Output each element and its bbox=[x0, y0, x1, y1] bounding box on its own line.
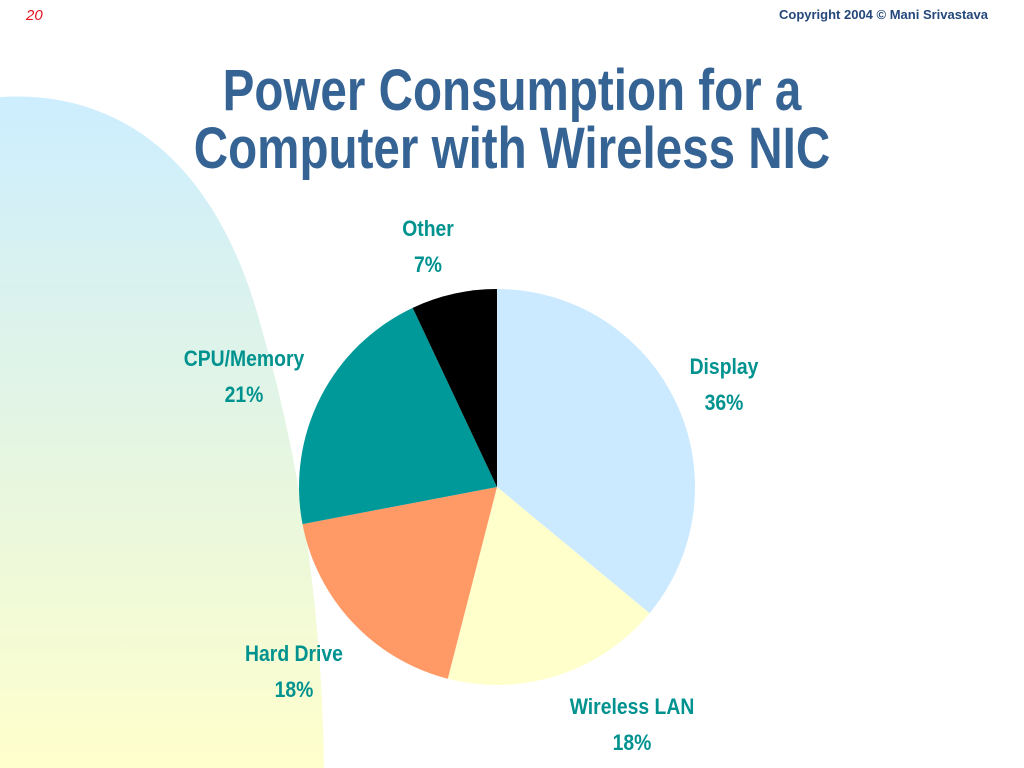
slice-percent: 21% bbox=[225, 383, 264, 407]
pie-slice-display bbox=[497, 289, 695, 614]
slice-name: CPU/Memory bbox=[184, 347, 305, 371]
slice-label-cpu-memory: CPU/Memory 21% bbox=[184, 347, 305, 407]
slice-percent: 18% bbox=[613, 731, 652, 755]
slice-name: Wireless LAN bbox=[570, 695, 695, 719]
slice-name: Display bbox=[690, 355, 759, 379]
pie-slice-cpu-memory bbox=[299, 307, 497, 525]
slice-label-wireless-lan: Wireless LAN 18% bbox=[570, 695, 695, 755]
slice-label-display: Display 36% bbox=[690, 355, 759, 415]
slice-percent: 18% bbox=[275, 678, 314, 702]
slice-percent: 7% bbox=[414, 253, 442, 277]
copyright-notice: Copyright 2004 © Mani Srivastava bbox=[779, 7, 988, 22]
slice-name: Hard Drive bbox=[245, 642, 343, 666]
slide-title: Power Consumption for a Computer with Wi… bbox=[92, 62, 932, 178]
pie-slice-other bbox=[412, 289, 497, 487]
title-line-2: Computer with Wireless NIC bbox=[193, 116, 831, 181]
slide-number: 20 bbox=[26, 7, 43, 24]
slice-label-hard-drive: Hard Drive 18% bbox=[245, 642, 343, 702]
slice-name: Other bbox=[402, 217, 454, 241]
pie-slice-hard-drive bbox=[302, 487, 497, 679]
pie-slice-wireless-lan bbox=[447, 487, 650, 685]
slice-label-other: Other 7% bbox=[402, 217, 454, 277]
title-line-1: Power Consumption for a bbox=[222, 58, 802, 123]
pie-labels: Display 36% Wireless LAN 18% Hard Drive 18% CP… bbox=[184, 217, 759, 755]
pie-slices bbox=[299, 289, 695, 685]
slice-percent: 36% bbox=[705, 391, 744, 415]
